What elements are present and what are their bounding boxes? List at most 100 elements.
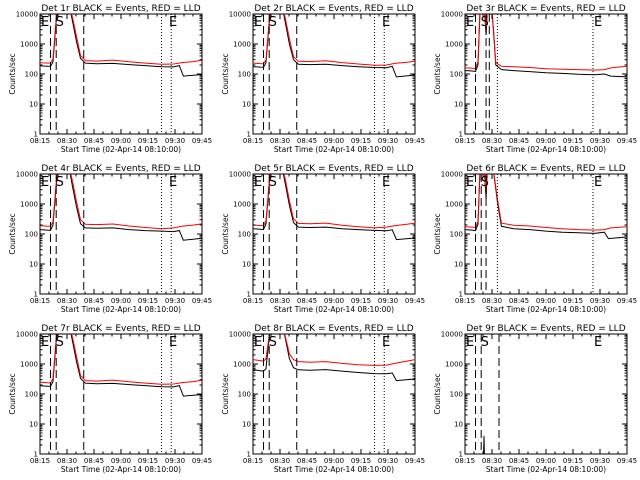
x-tick-label: 08:30 <box>482 137 502 145</box>
plot-frame <box>464 173 628 295</box>
x-tick-label: 08:30 <box>57 137 77 145</box>
y-axis-label: Counts/sec <box>8 53 17 94</box>
plot-frame <box>252 173 416 295</box>
x-tick-label: 09:45 <box>617 137 637 145</box>
y-tick-label: 1 <box>247 451 251 459</box>
x-tick-label: 09:45 <box>192 297 212 305</box>
x-tick-label: 09:15 <box>138 457 158 465</box>
x-tick-label: 08:45 <box>509 137 529 145</box>
y-tick-label: 1000 <box>20 41 38 49</box>
y-tick-label: 1 <box>459 291 463 299</box>
x-tick-label: 09:30 <box>165 297 185 305</box>
plot-area <box>253 14 415 78</box>
y-tick-label: 1000 <box>445 201 463 209</box>
series-events-line <box>40 14 202 77</box>
y-tick-label: 10 <box>29 101 38 109</box>
y-tick-label: 1000 <box>233 361 251 369</box>
panel-det-1: Det 1r BLACK = Events, RED = LLD 1 10 100 10… <box>8 4 212 154</box>
y-tick-label: 1000 <box>20 361 38 369</box>
marker-letter-mid: S <box>269 15 277 30</box>
y-tick-label: 10000 <box>441 331 463 339</box>
marker-letter-left: E <box>41 335 49 350</box>
plot-frame <box>252 13 416 135</box>
y-axis-label: Counts/sec <box>433 213 442 254</box>
x-tick-label: 08:15 <box>30 137 50 145</box>
y-tick-label: 1000 <box>233 41 251 49</box>
panel-det-4: Det 4r BLACK = Events, RED = LLD 1 10 100 10… <box>8 164 212 314</box>
y-tick-label: 10000 <box>16 331 38 339</box>
marker-letter-left: E <box>254 335 262 350</box>
marker-letter-right: E <box>594 335 602 350</box>
panel-title: Det 7r BLACK = Events, RED = LLD <box>41 324 200 334</box>
y-tick-label: 10 <box>242 421 251 429</box>
plot-area <box>40 334 202 397</box>
x-tick-label: 09:15 <box>563 137 583 145</box>
y-tick-label: 1000 <box>233 201 251 209</box>
y-tick-label: 10 <box>454 101 463 109</box>
series-lld-line <box>40 174 202 230</box>
marker-letter-mid: S <box>481 335 489 350</box>
y-tick-label: 1 <box>459 451 463 459</box>
series-lld-line <box>40 14 202 65</box>
x-tick-label: 09:45 <box>617 457 637 465</box>
plot-frame <box>39 13 203 135</box>
x-tick-label: 09:30 <box>378 457 398 465</box>
x-axis-label: Start Time (02-Apr-14 08:10:00) <box>61 465 181 474</box>
x-tick-label: 08:30 <box>57 457 77 465</box>
y-tick-label: 100 <box>25 71 38 79</box>
x-axis-label: Start Time (02-Apr-14 08:10:00) <box>61 305 181 314</box>
plot-area <box>483 435 485 454</box>
marker-letter-left: E <box>254 15 262 30</box>
y-tick-label: 10000 <box>229 11 251 19</box>
plot-frame <box>464 333 628 455</box>
y-tick-label: 100 <box>450 231 463 239</box>
panel-title: Det 1r BLACK = Events, RED = LLD <box>41 4 200 14</box>
y-tick-label: 100 <box>238 391 251 399</box>
series-lld-line <box>465 14 627 71</box>
series-events-line <box>483 435 485 454</box>
panel-det-7: Det 7r BLACK = Events, RED = LLD 1 10 100 10… <box>8 324 212 474</box>
series-lld-line <box>253 14 415 66</box>
x-tick-label: 09:00 <box>324 457 344 465</box>
marker-letter-left: E <box>466 175 474 190</box>
panel-title: Det 4r BLACK = Events, RED = LLD <box>41 164 200 174</box>
y-tick-label: 10 <box>242 101 251 109</box>
y-tick-label: 1 <box>34 291 38 299</box>
x-tick-label: 08:45 <box>84 137 104 145</box>
panel-title: Det 6r BLACK = Events, RED = LLD <box>466 164 625 174</box>
y-tick-label: 10000 <box>229 331 251 339</box>
marker-letter-mid: S <box>481 175 489 190</box>
y-axis-label: Counts/sec <box>221 213 230 254</box>
x-tick-label: 08:15 <box>30 457 50 465</box>
x-tick-label: 09:45 <box>192 137 212 145</box>
x-tick-label: 08:15 <box>243 457 263 465</box>
marker-letter-left: E <box>466 335 474 350</box>
x-tick-label: 09:30 <box>378 137 398 145</box>
y-axis-label: Counts/sec <box>8 373 17 414</box>
panel-title: Det 9r BLACK = Events, RED = LLD <box>466 324 625 334</box>
x-tick-label: 08:15 <box>455 297 475 305</box>
x-tick-label: 09:00 <box>324 297 344 305</box>
panel-det-5: Det 5r BLACK = Events, RED = LLD 1 10 100 10… <box>221 164 425 314</box>
marker-letter-mid: S <box>481 15 489 30</box>
plot-area <box>40 14 202 77</box>
marker-letter-right: E <box>169 15 177 30</box>
x-tick-label: 09:00 <box>536 297 556 305</box>
panel-det-3: Det 3r BLACK = Events, RED = LLD 1 10 100 10… <box>433 4 637 154</box>
panel-det-6: Det 6r BLACK = Events, RED = LLD 1 10 100 10… <box>433 164 637 314</box>
series-events-line <box>253 334 415 382</box>
y-tick-label: 100 <box>450 391 463 399</box>
panel-title: Det 3r BLACK = Events, RED = LLD <box>466 4 625 14</box>
y-tick-label: 10000 <box>16 11 38 19</box>
x-tick-label: 09:30 <box>590 137 610 145</box>
y-tick-label: 1 <box>459 131 463 139</box>
y-axis-label: Counts/sec <box>8 213 17 254</box>
y-tick-label: 1000 <box>445 361 463 369</box>
x-tick-label: 08:15 <box>455 457 475 465</box>
x-tick-label: 08:45 <box>297 457 317 465</box>
x-tick-label: 09:00 <box>536 457 556 465</box>
x-tick-label: 09:15 <box>138 137 158 145</box>
panel-det-9: Det 9r BLACK = Events, RED = LLD 1 10 100 10… <box>433 324 637 474</box>
x-tick-label: 09:00 <box>111 457 131 465</box>
x-tick-label: 08:30 <box>482 297 502 305</box>
